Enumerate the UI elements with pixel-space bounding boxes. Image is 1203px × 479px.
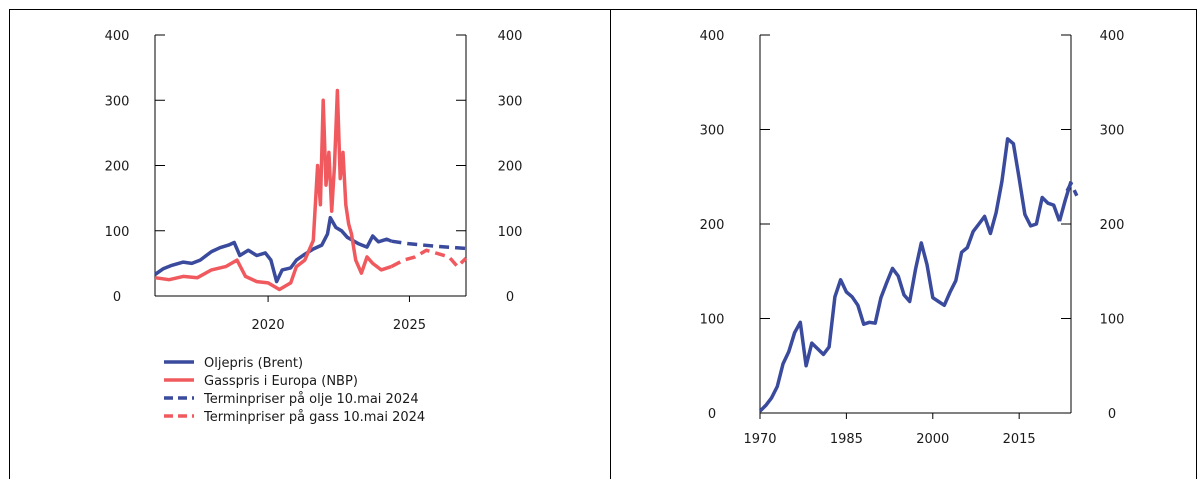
y-tick-label-left: 400 [105, 29, 130, 44]
series-line-1 [154, 88, 392, 292]
figure-frame [9, 9, 1197, 479]
x-tick-label: 2020 [252, 318, 285, 333]
y-tick-label-right: 200 [498, 160, 523, 175]
y-tick-label-left: 300 [700, 124, 725, 139]
charts-svg: 0 0 100 100 200 200 300 300 400 400 2020 2025 Oljepr… [105, 29, 1125, 447]
y-tick-label-right: 0 [506, 290, 514, 305]
y-tick-label-right: 400 [1100, 29, 1125, 44]
legend-label: Terminpriser på gass 10.mai 2024 [203, 410, 425, 425]
series-line-3 [390, 248, 468, 269]
legend-label: Gasspris i Europa (NBP) [204, 374, 358, 389]
right-chart: 0 0 100 100 200 200 300 300 400 400 1970 1985 2000 20… [700, 29, 1125, 447]
series-line-0 [154, 215, 393, 284]
series-line-2 [1065, 181, 1079, 197]
x-tick-label: 1985 [830, 432, 863, 447]
x-tick-label: 2025 [393, 318, 426, 333]
y-tick-label-right: 100 [1100, 313, 1125, 328]
left-chart: 0 0 100 100 200 200 300 300 400 400 2020 2025 Oljepr… [105, 29, 523, 425]
series-line-0 [758, 137, 1062, 413]
series-line-2 [391, 239, 467, 251]
y-tick-label-left: 100 [105, 225, 130, 240]
y-tick-label-left: 200 [105, 160, 130, 175]
y-tick-label-left: 0 [113, 290, 121, 305]
y-tick-label-left: 200 [700, 218, 725, 233]
legend-label: Terminpriser på olje 10.mai 2024 [203, 392, 419, 407]
y-tick-label-left: 0 [708, 407, 716, 422]
y-tick-label-right: 200 [1100, 218, 1125, 233]
y-tick-label-right: 0 [1108, 407, 1116, 422]
y-tick-label-left: 100 [700, 313, 725, 328]
y-tick-label-left: 300 [105, 94, 130, 109]
y-tick-label-right: 300 [498, 94, 523, 109]
y-tick-label-right: 300 [1100, 124, 1125, 139]
legend-label: Oljepris (Brent) [204, 356, 303, 371]
panel-divider [610, 9, 611, 479]
x-tick-label: 2000 [916, 432, 949, 447]
y-tick-label-right: 100 [498, 225, 523, 240]
y-tick-label-right: 400 [498, 29, 523, 44]
x-tick-label: 2015 [1003, 432, 1036, 447]
y-tick-label-left: 400 [700, 29, 725, 44]
x-tick-label: 1970 [743, 432, 776, 447]
